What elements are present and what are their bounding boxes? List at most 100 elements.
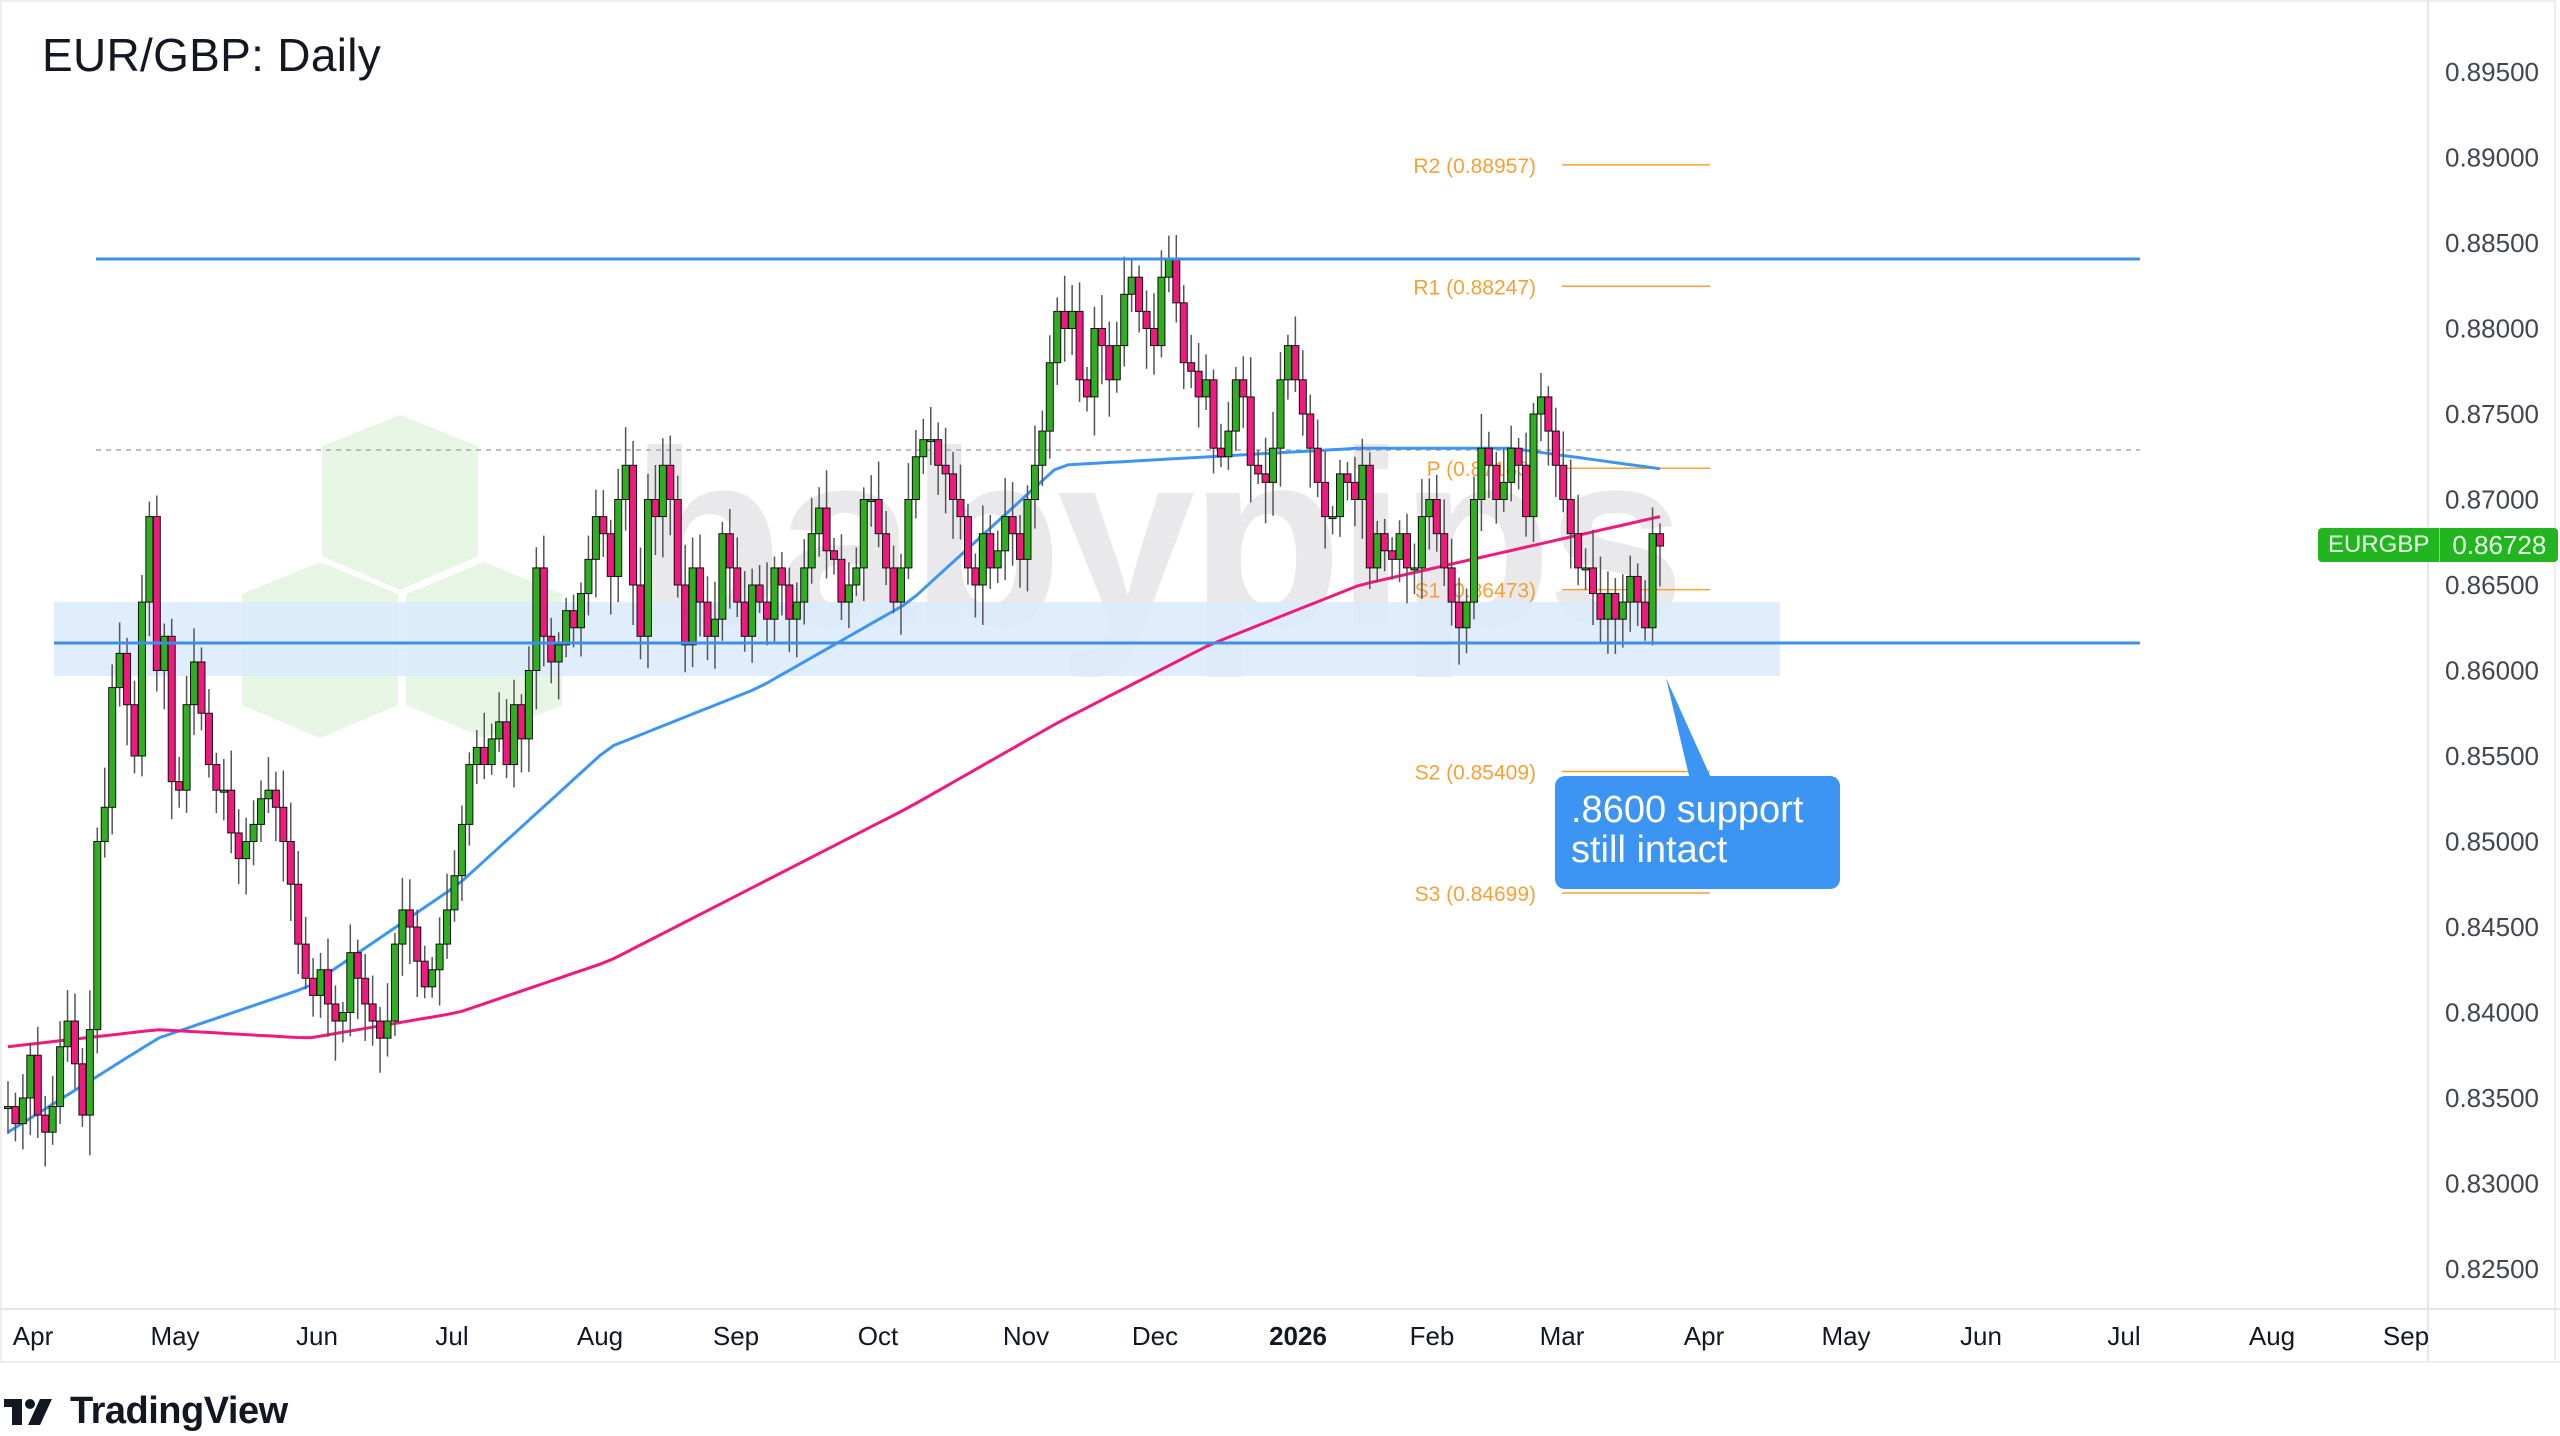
candle [4, 1106, 12, 1110]
candle [688, 567, 697, 646]
candle [733, 567, 742, 603]
candle [1626, 575, 1635, 603]
candle [41, 1114, 50, 1133]
candle [621, 464, 630, 500]
candle [576, 593, 585, 629]
candle [1574, 533, 1583, 569]
candle [242, 841, 251, 860]
candle [1239, 379, 1248, 398]
candle [1633, 575, 1642, 603]
candle [554, 644, 563, 663]
candle [1529, 413, 1538, 518]
candle [368, 1003, 377, 1022]
candle [160, 635, 169, 671]
candle [539, 567, 548, 637]
candle [1298, 379, 1307, 415]
candle [480, 746, 489, 766]
candle [1469, 499, 1478, 603]
support-zone [54, 602, 1780, 676]
candle [844, 584, 853, 603]
pivot-label-r2: R2 (0.88957) [1413, 155, 1536, 178]
candle [1477, 447, 1486, 501]
candle [294, 883, 303, 945]
candle [1112, 345, 1121, 381]
candle [316, 969, 325, 996]
price-tick: 0.84500 [2445, 912, 2539, 942]
candle [70, 1020, 79, 1065]
candle [1492, 464, 1501, 500]
candle [56, 1046, 65, 1108]
candle [1030, 464, 1039, 500]
candle [1291, 345, 1300, 381]
time-tick: Nov [1003, 1321, 1049, 1351]
candle [904, 499, 913, 569]
time-tick: Sep [2383, 1321, 2429, 1351]
candle [115, 652, 124, 689]
candle [949, 473, 958, 501]
candle [1402, 533, 1411, 569]
candle [63, 1020, 72, 1048]
candle [502, 721, 511, 766]
last-price-value: 0.86728 [2439, 528, 2559, 562]
candle [1157, 276, 1166, 347]
candle [1455, 601, 1464, 629]
candle [1179, 302, 1188, 364]
candle [1135, 276, 1144, 312]
candle [1559, 464, 1568, 500]
candle [405, 909, 414, 928]
pivot-label-s3: S3 (0.84699) [1415, 883, 1536, 906]
time-axis[interactable]: Apr May Jun Jul Aug Sep Oct Nov Dec 2026 Feb Mar Apr… [13, 1321, 2429, 1351]
pivot-label-r1: R1 (0.88247) [1413, 276, 1536, 299]
candle [413, 926, 422, 962]
time-tick: Jul [2107, 1321, 2140, 1351]
candle [1023, 499, 1032, 560]
candle [175, 781, 184, 791]
candle [443, 909, 452, 945]
candle [673, 499, 682, 586]
candle [517, 704, 526, 740]
candle [1589, 567, 1598, 595]
candle [1432, 499, 1441, 535]
candle [137, 601, 146, 757]
candle [815, 507, 824, 535]
price-tick: 0.83000 [2445, 1169, 2539, 1199]
price-tick: 0.89000 [2445, 143, 2539, 173]
candle [1484, 447, 1493, 466]
candle [748, 584, 757, 637]
candle [1350, 481, 1359, 500]
time-tick: Jun [296, 1321, 338, 1351]
candle [971, 567, 980, 586]
callout-line-1: .8600 support [1571, 789, 1804, 831]
candle [807, 533, 816, 569]
candle [584, 558, 593, 595]
candle [1551, 430, 1560, 466]
price-axis[interactable]: 0.89500 0.89000 0.88500 0.88000 0.87500 0.870… [2445, 57, 2539, 1284]
candle [1224, 430, 1233, 458]
candle [1269, 447, 1278, 483]
candle [1216, 447, 1225, 458]
tradingview-logo[interactable]: TradingView [4, 1390, 288, 1433]
price-tick: 0.83500 [2445, 1083, 2539, 1113]
candle [1083, 379, 1092, 398]
candle [614, 499, 623, 577]
time-tick: 2026 [1269, 1321, 1327, 1351]
candle [1097, 328, 1106, 347]
last-price-badge: EURGBP 0.86728 [2318, 528, 2559, 562]
moving-average-line [7, 515, 1661, 1049]
candle [145, 516, 154, 603]
candle [1306, 413, 1315, 449]
candle [197, 661, 206, 714]
candle [1068, 310, 1077, 329]
time-tick: Dec [1132, 1321, 1178, 1351]
candle [1321, 481, 1330, 518]
candle [234, 832, 243, 860]
candle [1544, 396, 1553, 432]
candle [1440, 533, 1449, 569]
candle [934, 439, 943, 466]
candle [1410, 567, 1419, 571]
time-tick: Jun [1960, 1321, 2002, 1351]
time-tick: Jul [435, 1321, 468, 1351]
support-callout[interactable]: .8600 support still intact [1555, 776, 1840, 889]
candle [1581, 567, 1590, 571]
